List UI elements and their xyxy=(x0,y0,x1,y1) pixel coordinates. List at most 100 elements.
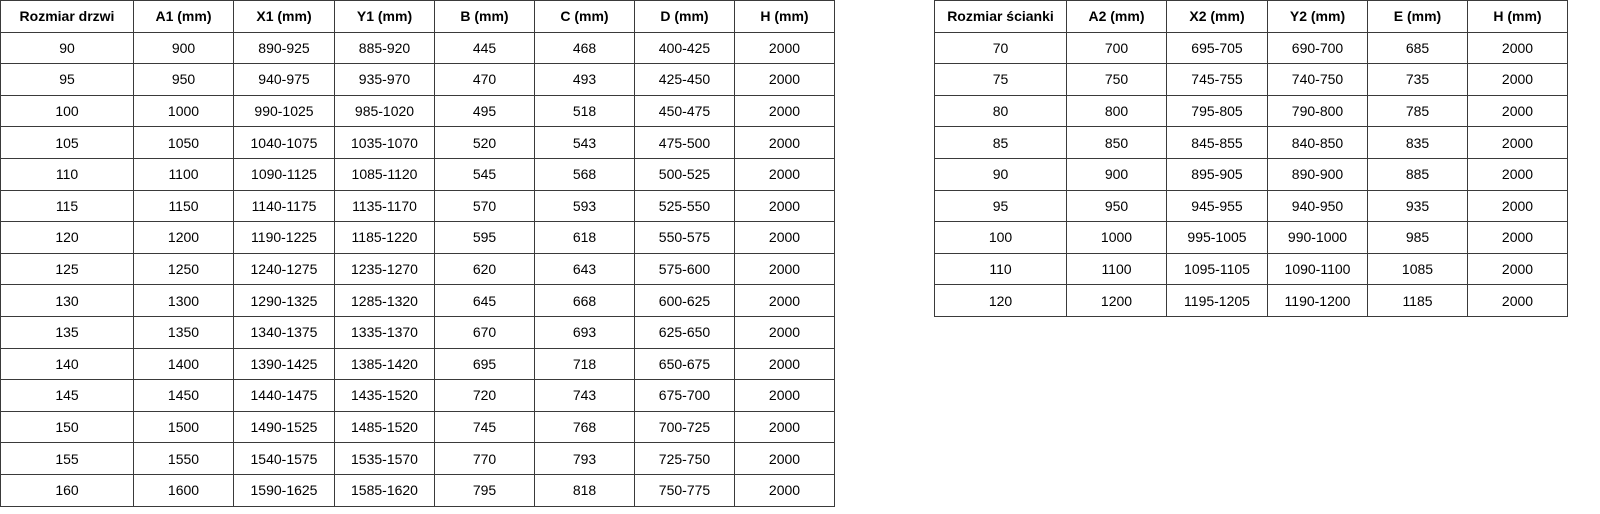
table-cell: 1590-1625 xyxy=(233,473,335,507)
table-cell: 1085 xyxy=(1367,252,1468,286)
table-cell: 2000 xyxy=(734,284,835,317)
table-cell: 518 xyxy=(534,94,635,128)
table-row: 145 1450 1440-1475 1435-1520 720 743 675-700 20… xyxy=(0,379,835,412)
table-cell: 1150 xyxy=(133,189,234,223)
column-header: Rozmiar ścianki xyxy=(934,0,1067,33)
table-cell: 795-805 xyxy=(1166,94,1268,128)
table-cell: 595 xyxy=(434,221,535,254)
table-row: 130 1300 1290-1325 1285-1320 645 668 600-625 20… xyxy=(0,284,835,317)
table-cell: 2000 xyxy=(734,31,835,65)
table-cell: 1585-1620 xyxy=(334,473,435,507)
table-cell: 1385-1420 xyxy=(334,347,435,381)
table-cell: 2000 xyxy=(1467,126,1568,159)
table-cell: 990-1025 xyxy=(233,94,335,128)
table-cell: 600-625 xyxy=(634,284,735,317)
table-row: 120 1200 1190-1225 1185-1220 595 618 550-575 20… xyxy=(0,221,835,254)
column-header: Y1 (mm) xyxy=(334,0,435,33)
table-row: 80 800 795-805 790-800 785 2000 xyxy=(934,94,1568,128)
table-row: 140 1400 1390-1425 1385-1420 695 718 650-675 20… xyxy=(0,347,835,381)
table-cell: 790-800 xyxy=(1267,94,1368,128)
table-cell: 1140-1175 xyxy=(233,189,335,223)
table-row: 100 1000 990-1025 985-1020 495 518 450-475 2000 xyxy=(0,94,835,128)
door-size-table: Rozmiar drzwi A1 (mm) X1 (mm) Y1 (mm) B (mm)… xyxy=(0,0,835,507)
table-cell: 685 xyxy=(1367,31,1468,65)
table-cell: 2000 xyxy=(734,442,835,475)
table-cell: 95 xyxy=(0,63,134,96)
table-cell: 985 xyxy=(1367,221,1468,254)
table-cell: 900 xyxy=(133,31,234,65)
table-row: 75 750 745-755 740-750 735 2000 xyxy=(934,63,1568,96)
table-cell: 1500 xyxy=(133,410,234,444)
table-cell: 940-975 xyxy=(233,63,335,96)
table-cell: 818 xyxy=(534,473,635,507)
table-row: 155 1550 1540-1575 1535-1570 770 793 725-750 20… xyxy=(0,442,835,475)
table-cell: 568 xyxy=(534,157,635,191)
table-row: 100 1000 995-1005 990-1000 985 2000 xyxy=(934,221,1568,254)
table-cell: 618 xyxy=(534,221,635,254)
table-cell: 115 xyxy=(0,189,134,223)
table-cell: 1300 xyxy=(133,284,234,317)
table-cell: 495 xyxy=(434,94,535,128)
column-header: H (mm) xyxy=(1467,0,1568,33)
table-cell: 125 xyxy=(0,252,134,286)
table-cell: 700 xyxy=(1066,31,1167,65)
table-cell: 1000 xyxy=(1066,221,1167,254)
table-cell: 2000 xyxy=(734,126,835,159)
table-cell: 1400 xyxy=(133,347,234,381)
table-cell: 400-425 xyxy=(634,31,735,65)
table-cell: 700-725 xyxy=(634,410,735,444)
table-cell: 1090-1100 xyxy=(1267,252,1368,286)
column-header: D (mm) xyxy=(634,0,735,33)
table-cell: 90 xyxy=(934,157,1067,191)
table-cell: 85 xyxy=(934,126,1067,159)
table-row: 90 900 895-905 890-900 885 2000 xyxy=(934,157,1568,191)
table-cell: 150 xyxy=(0,410,134,444)
table-cell: 95 xyxy=(934,189,1067,223)
table-cell: 1535-1570 xyxy=(334,442,435,475)
table-cell: 695-705 xyxy=(1166,31,1268,65)
table-cell: 570 xyxy=(434,189,535,223)
table-cell: 985-1020 xyxy=(334,94,435,128)
table-cell: 845-855 xyxy=(1166,126,1268,159)
table-cell: 2000 xyxy=(734,63,835,96)
table-cell: 1185 xyxy=(1367,284,1468,317)
table-cell: 2000 xyxy=(734,221,835,254)
table-cell: 840-850 xyxy=(1267,126,1368,159)
table-cell: 793 xyxy=(534,442,635,475)
table-cell: 1100 xyxy=(133,157,234,191)
table-row: 115 1150 1140-1175 1135-1170 570 593 525-550 20… xyxy=(0,189,835,223)
table-cell: 70 xyxy=(934,31,1067,65)
table-cell: 1350 xyxy=(133,315,234,349)
table-cell: 795 xyxy=(434,473,535,507)
table-cell: 785 xyxy=(1367,94,1468,128)
table-cell: 945-955 xyxy=(1166,189,1268,223)
table-cell: 890-900 xyxy=(1267,157,1368,191)
table-cell: 468 xyxy=(534,31,635,65)
column-header: Y2 (mm) xyxy=(1267,0,1368,33)
header-row: Rozmiar drzwi A1 (mm) X1 (mm) Y1 (mm) B (mm)… xyxy=(0,0,835,33)
table-cell: 525-550 xyxy=(634,189,735,223)
table-cell: 1185-1220 xyxy=(334,221,435,254)
table-cell: 425-450 xyxy=(634,63,735,96)
table-cell: 720 xyxy=(434,379,535,412)
table-cell: 725-750 xyxy=(634,442,735,475)
table-cell: 2000 xyxy=(1467,189,1568,223)
table-cell: 1490-1525 xyxy=(233,410,335,444)
table-cell: 900 xyxy=(1066,157,1167,191)
table-cell: 2000 xyxy=(1467,284,1568,317)
table-cell: 2000 xyxy=(734,189,835,223)
table-cell: 475-500 xyxy=(634,126,735,159)
table-cell: 1135-1170 xyxy=(334,189,435,223)
column-header: X2 (mm) xyxy=(1166,0,1268,33)
table-cell: 160 xyxy=(0,473,134,507)
table-row: 120 1200 1195-1205 1190-1200 1185 2000 xyxy=(934,284,1568,317)
table-cell: 675-700 xyxy=(634,379,735,412)
table-cell: 2000 xyxy=(734,379,835,412)
column-header: E (mm) xyxy=(1367,0,1468,33)
table-row: 110 1100 1090-1125 1085-1120 545 568 500-525 20… xyxy=(0,157,835,191)
table-cell: 885-920 xyxy=(334,31,435,65)
table-cell: 2000 xyxy=(734,157,835,191)
table-cell: 1285-1320 xyxy=(334,284,435,317)
table-cell: 575-600 xyxy=(634,252,735,286)
table-cell: 890-925 xyxy=(233,31,335,65)
